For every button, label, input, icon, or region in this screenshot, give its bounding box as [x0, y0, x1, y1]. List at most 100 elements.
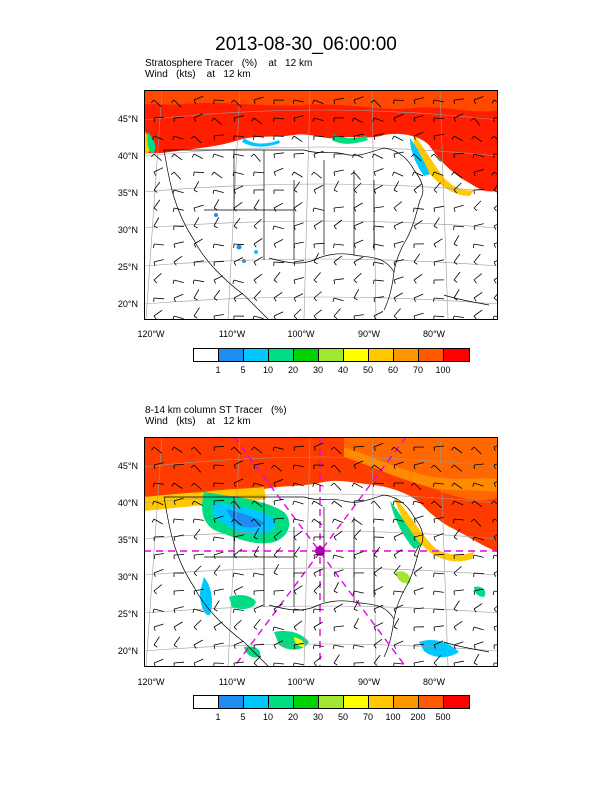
wind-barb-flag	[193, 189, 198, 193]
colorbar-swatch	[194, 349, 219, 361]
wind-barb	[453, 225, 465, 228]
wind-barb-flag	[333, 225, 337, 230]
wind-barb-flag	[173, 500, 176, 505]
wind-barb	[493, 518, 498, 522]
wind-barb	[493, 625, 498, 628]
wind-barb	[493, 445, 498, 448]
wind-barb-flag	[212, 153, 215, 158]
wind-barb	[233, 446, 242, 455]
wind-barb	[353, 221, 364, 227]
wind-barb-flag	[271, 464, 275, 469]
wind-barb-flag	[173, 536, 176, 541]
wind-barb-flag	[253, 626, 258, 630]
wind-barb	[213, 536, 224, 539]
wind-barb-flag	[173, 261, 177, 266]
wind-barb	[293, 222, 304, 227]
wind-barb	[273, 590, 285, 592]
wind-barb-flag	[190, 135, 195, 140]
colorbar-label: 1	[215, 712, 221, 722]
wind-barb	[293, 662, 304, 666]
wind-barb-flag	[193, 225, 198, 229]
wind-barb-flag	[332, 297, 335, 303]
wind-barb	[253, 273, 263, 281]
wind-barb-flag	[412, 500, 415, 505]
wind-barb	[413, 515, 424, 520]
wind-barb	[193, 608, 204, 613]
wind-barb-flag	[472, 554, 475, 559]
wind-barb	[213, 275, 224, 281]
wind-barb-flag	[393, 297, 397, 302]
wind-barb	[433, 182, 441, 191]
wind-barb-flag	[433, 261, 436, 266]
wind-barb	[213, 445, 225, 448]
wind-barb-flag	[212, 189, 215, 194]
wind-barb	[473, 603, 483, 610]
wind-barb-flag	[451, 446, 455, 451]
wind-barb	[313, 442, 324, 448]
panel1-lat-label: 20°N	[117, 299, 138, 309]
wind-barb	[393, 113, 404, 119]
wind-barb	[313, 252, 319, 263]
wind-barb	[333, 169, 344, 173]
wind-barb	[413, 482, 422, 491]
wind-barb-flag	[213, 536, 215, 542]
wind-barb-flag	[351, 117, 355, 122]
wind-barb-flag	[373, 590, 377, 595]
wind-barb	[313, 656, 322, 664]
wind-barb-flag	[211, 117, 215, 122]
wind-barb	[433, 500, 442, 508]
wind-barb	[433, 608, 445, 611]
wind-barb-flag	[471, 135, 475, 140]
wind-barb	[273, 239, 284, 245]
wind-barb	[353, 644, 364, 648]
wind-barb	[433, 99, 444, 103]
panel2-lat-label: 25°N	[117, 609, 138, 619]
wind-barb	[453, 641, 464, 646]
wind-barb	[413, 312, 424, 317]
wind-barb	[233, 171, 244, 175]
panel1-lon-label: 110°W	[218, 329, 246, 339]
wind-barb	[273, 478, 284, 484]
wind-barb-flag	[193, 572, 198, 577]
panel2-map-svg	[144, 437, 498, 667]
wind-barb-flag	[472, 153, 475, 158]
wind-barb	[453, 171, 463, 179]
wind-barb-flag	[333, 536, 337, 541]
wind-barb-flag	[213, 279, 217, 284]
wind-barb	[433, 517, 444, 520]
wind-barb-flag	[273, 536, 277, 541]
wind-barb	[493, 259, 498, 263]
wind-barb	[253, 199, 260, 209]
wind-barb	[213, 642, 224, 646]
wind-barb-flag	[333, 279, 335, 285]
wind-barb	[393, 151, 404, 155]
wind-barb-flag	[153, 225, 158, 229]
wind-barb-flag	[393, 153, 396, 158]
wind-barb	[233, 201, 243, 209]
wind-barb-flag	[253, 554, 258, 558]
wind-barb	[293, 608, 304, 611]
wind-barb-flag	[253, 279, 257, 284]
wind-barb	[453, 464, 463, 472]
wind-barb	[473, 189, 485, 191]
wind-barb	[413, 273, 423, 281]
wind-barb	[293, 135, 303, 143]
wind-barb	[493, 533, 498, 538]
panel1-map-svg	[144, 90, 498, 320]
wind-barb	[273, 603, 283, 610]
wind-barb-flag	[313, 644, 315, 650]
colorbar-label: 10	[262, 712, 273, 722]
wind-barb-flag	[492, 554, 495, 559]
wind-barb	[393, 446, 402, 454]
wind-barb	[433, 315, 445, 318]
wind-barb	[333, 308, 341, 317]
wind-barb-flag	[473, 590, 476, 595]
wind-barb	[173, 135, 184, 140]
wind-barb-flag	[373, 189, 377, 194]
wind-barb	[353, 600, 360, 610]
wind-barb-flag	[313, 554, 315, 560]
wind-barb-flag	[232, 171, 235, 176]
panel1-lon-label: 80°W	[422, 329, 446, 339]
wind-barb	[293, 202, 303, 209]
wind-barb	[373, 500, 381, 509]
